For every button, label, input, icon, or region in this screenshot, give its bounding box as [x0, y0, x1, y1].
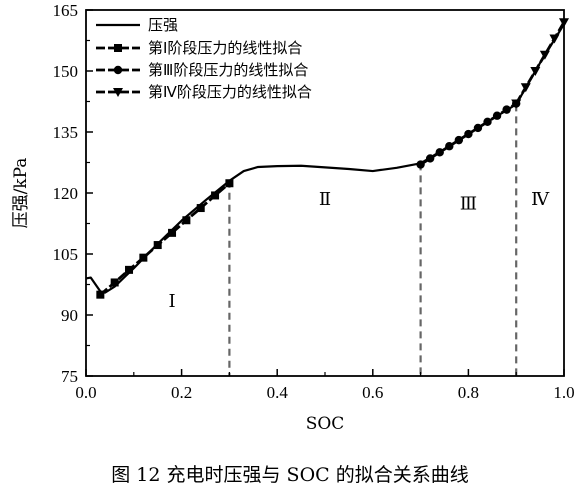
- figure-caption: 图 12 充电时压强与 SOC 的拟合关系曲线: [111, 464, 468, 486]
- stage-label: Ⅳ: [531, 189, 550, 209]
- fit1-point: [168, 228, 177, 237]
- fit3-point: [464, 129, 473, 139]
- fit1-point: [110, 278, 119, 287]
- fit4-point: [530, 67, 541, 76]
- fit3-point: [435, 148, 444, 157]
- x-tick-label: 1.0: [553, 383, 574, 402]
- fit4-point: [549, 34, 560, 44]
- fit1-point: [153, 241, 162, 250]
- y-tick-label: 135: [53, 123, 79, 142]
- stage-label: Ⅱ: [319, 189, 331, 209]
- y-axis-title: 压强/kPa: [11, 158, 31, 229]
- fit3-point: [416, 160, 425, 169]
- fit4-point: [511, 99, 522, 109]
- legend-label-fit1: 第Ⅰ阶段压力的线性拟合: [148, 39, 302, 57]
- fit1-point: [182, 216, 191, 225]
- fit3-point: [492, 111, 502, 120]
- x-tick-label: 0.2: [171, 383, 192, 402]
- x-tick-label: 0.0: [75, 383, 96, 402]
- fit3-point: [483, 117, 492, 127]
- legend-marker-fit1: [114, 44, 122, 52]
- x-axis-title: SOC: [306, 414, 345, 434]
- fit1-point: [139, 253, 148, 262]
- fit4-point: [539, 50, 550, 60]
- fit1-point: [196, 204, 205, 213]
- y-tick-label: 75: [61, 367, 78, 386]
- fit3-point: [454, 135, 464, 145]
- legend-label-fit3: 第Ⅲ阶段压力的线性拟合: [148, 61, 308, 79]
- fit1-line: [99, 182, 231, 296]
- y-tick-label: 150: [53, 62, 79, 81]
- fit3-point: [473, 123, 483, 133]
- fit3-point: [502, 105, 511, 114]
- fit1-point: [125, 265, 134, 274]
- y-tick-label: 105: [53, 245, 79, 264]
- legend-marker-fit3: [113, 65, 123, 75]
- stage-label: Ⅰ: [168, 291, 175, 311]
- y-tick-label: 165: [53, 1, 79, 20]
- fit1-point: [211, 191, 220, 200]
- fit3-point: [425, 154, 435, 163]
- x-tick-label: 0.6: [362, 383, 383, 402]
- legend-label-fit4: 第Ⅳ阶段压力的线性拟合: [148, 83, 312, 101]
- legend-label-pressure: 压强: [148, 16, 178, 34]
- stage-label: Ⅲ: [460, 193, 477, 213]
- plot-layer: 0.0 0.2 0.4 0.6 0.8 1.0 75 90 105 120 135 150 165 SOC…: [11, 1, 575, 434]
- fit3-point: [445, 142, 454, 151]
- fit4-point: [520, 83, 531, 93]
- y-tick-label: 120: [53, 184, 79, 203]
- legend-marker-fit4: [113, 88, 123, 97]
- fit1-point: [96, 290, 105, 299]
- y-tick-label: 90: [61, 306, 78, 325]
- x-tick-label: 0.8: [458, 383, 479, 402]
- fit1-point: [225, 179, 234, 188]
- x-tick-label: 0.4: [267, 383, 289, 402]
